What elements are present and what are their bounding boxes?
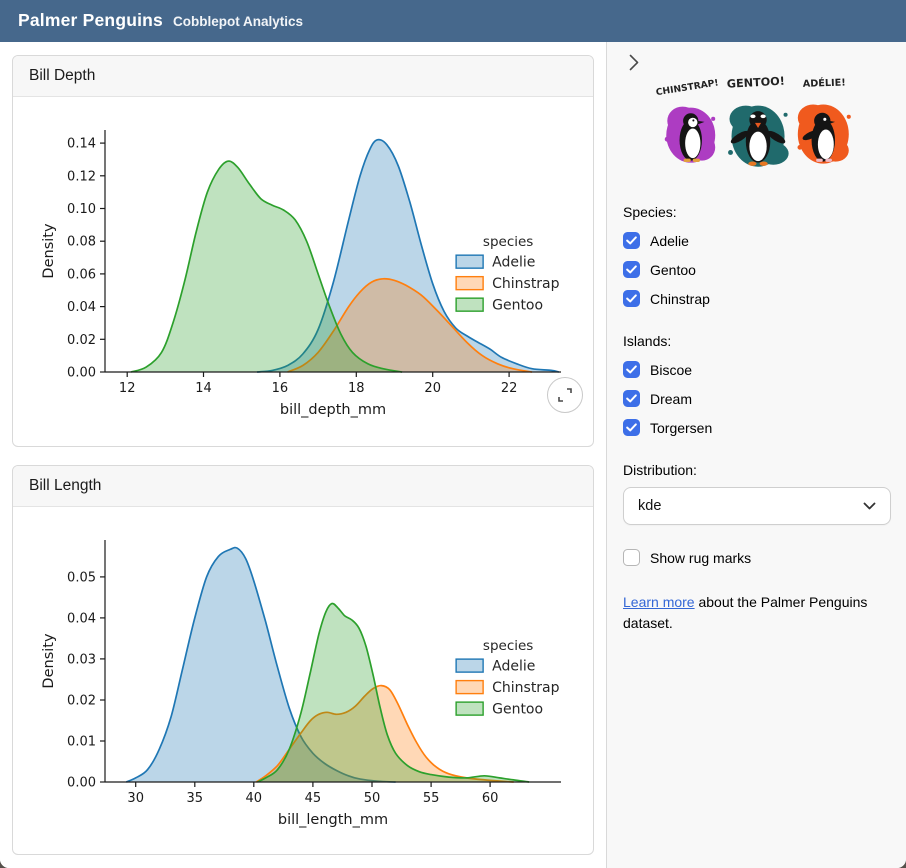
svg-text:0.00: 0.00	[67, 366, 96, 381]
card-bill-length: Bill Length 30 35 40 45 50 55 60 0.00 0.01 0.02 0.…	[12, 465, 594, 855]
distribution-selected-value: kde	[638, 498, 662, 514]
islands-checkbox-torgersen[interactable]: Torgersen	[623, 419, 892, 436]
species-checkbox-adelie[interactable]: Adelie	[623, 232, 892, 249]
svg-text:Gentoo: Gentoo	[492, 702, 543, 718]
svg-text:35: 35	[187, 791, 204, 806]
checkbox-checked-icon	[623, 390, 640, 407]
svg-text:Gentoo: Gentoo	[492, 298, 543, 314]
footnote-text: about the Palmer Penguins dataset.	[623, 594, 868, 631]
main-content: Bill Depth 12 14 16 18 20 22 0.00 0.02 0.04 0.06 0…	[0, 42, 606, 868]
svg-text:20: 20	[424, 381, 441, 396]
svg-text:bill_depth_mm: bill_depth_mm	[280, 402, 386, 418]
svg-text:0.12: 0.12	[67, 169, 96, 184]
card-title-bill-depth: Bill Depth	[13, 56, 593, 97]
svg-text:Adelie: Adelie	[492, 659, 535, 675]
svg-text:55: 55	[423, 791, 440, 806]
svg-text:0.04: 0.04	[67, 300, 96, 315]
svg-text:12: 12	[119, 381, 136, 396]
checkbox-checked-icon	[623, 232, 640, 249]
svg-text:species: species	[483, 638, 533, 654]
checkbox-checked-icon	[623, 361, 640, 378]
islands-checkbox-dream[interactable]: Dream	[623, 390, 892, 407]
svg-text:60: 60	[482, 791, 499, 806]
sidebar-collapse-toggle[interactable]	[623, 54, 645, 74]
card-title-bill-length: Bill Length	[13, 466, 593, 507]
app-header: Palmer Penguins Cobblepot Analytics	[0, 0, 906, 42]
bill-depth-chart: 12 14 16 18 20 22 0.00 0.02 0.04 0.06 0.08 0.10 0.12…	[41, 130, 561, 418]
card-bill-depth: Bill Depth 12 14 16 18 20 22 0.00 0.02 0.04 0.06 0…	[12, 55, 594, 447]
svg-text:species: species	[483, 234, 533, 250]
species-checkbox-gentoo[interactable]: Gentoo	[623, 261, 892, 278]
svg-text:0.01: 0.01	[67, 735, 96, 750]
chevron-right-icon	[629, 54, 639, 71]
svg-text:30: 30	[127, 791, 144, 806]
svg-text:0.05: 0.05	[67, 570, 96, 585]
app-title: Palmer Penguins	[18, 10, 163, 30]
islands-group-label: Islands:	[623, 333, 672, 349]
svg-text:0.10: 0.10	[67, 202, 96, 217]
distribution-select[interactable]: kde	[623, 487, 891, 525]
svg-text:Chinstrap: Chinstrap	[492, 276, 560, 292]
checkbox-checked-icon	[623, 290, 640, 307]
svg-text:Chinstrap: Chinstrap	[492, 680, 560, 696]
svg-text:50: 50	[364, 791, 381, 806]
learn-more-link[interactable]: Learn more	[623, 594, 695, 610]
svg-text:0.08: 0.08	[67, 235, 96, 250]
adelie-label: ADÉLIE!	[803, 76, 846, 90]
checkbox-checked-icon	[623, 261, 640, 278]
expand-fullscreen-button[interactable]	[547, 377, 583, 413]
app-subtitle: Cobblepot Analytics	[173, 14, 304, 29]
svg-text:22: 22	[501, 381, 518, 396]
chinstrap-penguin-illustration	[664, 106, 716, 163]
svg-text:bill_length_mm: bill_length_mm	[278, 812, 388, 828]
svg-text:Adelie: Adelie	[492, 255, 535, 271]
svg-text:0.02: 0.02	[67, 694, 96, 709]
svg-text:Density: Density	[41, 223, 57, 279]
svg-text:18: 18	[348, 381, 365, 396]
distribution-group-label: Distribution:	[623, 462, 697, 478]
species-checkbox-chinstrap[interactable]: Chinstrap	[623, 290, 892, 307]
adelie-penguin-illustration	[797, 104, 851, 164]
chevron-down-icon	[863, 502, 876, 510]
bill-length-chart: 30 35 40 45 50 55 60 0.00 0.01 0.02 0.03 0.04 0.05 bi…	[41, 540, 561, 828]
svg-text:16: 16	[272, 381, 289, 396]
svg-text:0.04: 0.04	[67, 611, 96, 626]
svg-text:Density: Density	[41, 633, 57, 689]
islands-checkbox-biscoe[interactable]: Biscoe	[623, 361, 892, 378]
penguin-artwork: CHINSTRAP! GENTOO! ADÉLIE!	[655, 76, 851, 167]
svg-text:14: 14	[195, 381, 212, 396]
svg-text:40: 40	[246, 791, 263, 806]
svg-text:0.02: 0.02	[67, 333, 96, 348]
chinstrap-label: CHINSTRAP!	[655, 77, 719, 98]
svg-text:45: 45	[305, 791, 322, 806]
svg-text:0.03: 0.03	[67, 652, 96, 667]
gentoo-label: GENTOO!	[727, 76, 786, 91]
expand-icon	[558, 388, 572, 402]
show-rug-marks-checkbox[interactable]: Show rug marks	[623, 549, 892, 566]
checkbox-checked-icon	[623, 419, 640, 436]
sidebar: CHINSTRAP! GENTOO! ADÉLIE! Species: Adel…	[606, 42, 906, 868]
checkbox-unchecked-icon	[623, 549, 640, 566]
species-group-label: Species:	[623, 204, 677, 220]
svg-text:0.06: 0.06	[67, 267, 96, 282]
gentoo-penguin-illustration	[728, 105, 789, 167]
svg-text:0.00: 0.00	[67, 776, 96, 791]
svg-text:0.14: 0.14	[67, 137, 96, 152]
dataset-footnote: Learn more about the Palmer Penguins dat…	[623, 592, 871, 634]
